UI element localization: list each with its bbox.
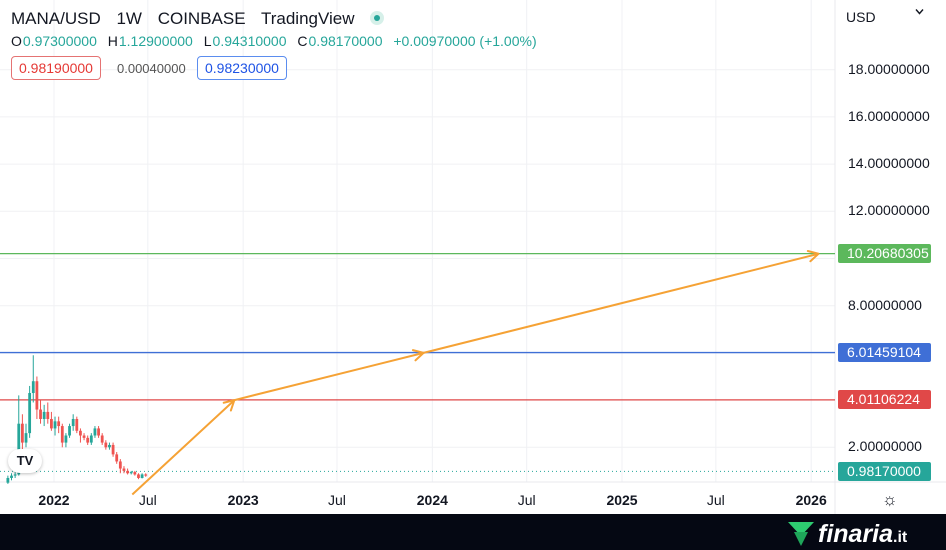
- candle-body: [126, 470, 129, 474]
- candle-body: [42, 411, 46, 419]
- candle-body: [71, 418, 75, 427]
- candle-body: [6, 477, 10, 483]
- change-value: +0.00970000 (+1.00%): [393, 33, 537, 49]
- y-tick-label: 18.00000000: [848, 60, 930, 77]
- ohlc-readout: O0.97300000 H1.12900000 L0.94310000 C0.9…: [11, 33, 544, 49]
- x-tick-label: Jul: [328, 492, 346, 508]
- candle-body: [60, 426, 64, 443]
- finaria-logo-icon: [788, 522, 814, 546]
- candle-body: [133, 472, 137, 475]
- y-tick-label: 12.00000000: [848, 202, 930, 219]
- projection-path: [131, 252, 819, 496]
- open-key: O: [11, 33, 22, 49]
- chart-plot[interactable]: [0, 0, 946, 514]
- y-tick-label: 2.00000000: [848, 438, 922, 455]
- candle-body: [86, 437, 90, 443]
- candle-body: [144, 474, 148, 476]
- x-tick-label: Jul: [517, 492, 536, 508]
- brand-name: finaria: [818, 520, 894, 548]
- live-status-icon: [370, 11, 385, 25]
- arrow-head: [411, 349, 425, 362]
- sell-price-button[interactable]: 0.98190000: [11, 56, 101, 80]
- symbol-label[interactable]: MANA/USD: [11, 9, 101, 28]
- candle-body: [24, 433, 28, 443]
- low-value: 0.94310000: [212, 33, 287, 49]
- candle-body: [108, 444, 111, 448]
- candle-body: [20, 423, 24, 443]
- candle-body: [13, 474, 17, 476]
- level-tag-red: 4.01106224: [838, 390, 931, 410]
- x-tick-label: 2025: [606, 492, 638, 508]
- level-tag-green: 10.20680305: [838, 244, 931, 264]
- buy-price-button[interactable]: 0.98230000: [197, 56, 287, 80]
- candle-body: [50, 418, 53, 429]
- candle-body: [137, 474, 140, 478]
- candle-body: [115, 454, 119, 462]
- candle-body: [93, 428, 97, 436]
- interval-label[interactable]: 1W: [116, 9, 142, 28]
- candle-body: [82, 435, 86, 438]
- tradingview-logo-icon[interactable]: TV: [8, 449, 42, 473]
- candle-body: [89, 435, 93, 443]
- chevron-down-icon[interactable]: [915, 7, 924, 16]
- x-tick-label: 2022: [38, 492, 70, 508]
- candle-body: [79, 430, 82, 436]
- candle-body: [111, 444, 115, 455]
- candle-body: [97, 428, 100, 436]
- candle-body: [75, 418, 79, 431]
- gear-icon[interactable]: ☼: [882, 490, 898, 509]
- close-value: 0.98170000: [308, 33, 383, 49]
- candle-body: [57, 421, 61, 427]
- y-tick-label: 14.00000000: [848, 155, 930, 172]
- x-tick-label: Jul: [706, 492, 725, 508]
- open-value: 0.97300000: [22, 33, 97, 49]
- exchange-label: COINBASE: [157, 9, 246, 28]
- current-price-tag: 0.98170000: [838, 461, 931, 481]
- candle-body: [64, 435, 68, 443]
- candle-body: [100, 435, 104, 443]
- currency-selector[interactable]: USD: [846, 9, 876, 25]
- candle-body: [10, 475, 13, 478]
- chart-header: MANA/USD 1W COINBASE TradingView: [11, 9, 395, 29]
- arrow-head: [222, 399, 236, 412]
- y-tick-label: 16.00000000: [848, 107, 930, 124]
- candle-body: [28, 393, 32, 434]
- spread-value: 0.00040000: [117, 61, 186, 76]
- source-label: TradingView: [260, 9, 355, 28]
- candle-body: [68, 426, 71, 436]
- footer-bar: [0, 514, 946, 550]
- y-tick-label: 8.00000000: [848, 296, 922, 313]
- x-tick-label: Jul: [138, 492, 157, 508]
- high-value: 1.12900000: [118, 33, 193, 49]
- x-tick-label: 2024: [416, 492, 448, 508]
- x-tick-label: 2023: [227, 492, 259, 508]
- finaria-brand: finaria.it: [818, 520, 907, 549]
- x-tick-label: 2026: [795, 492, 827, 508]
- candle-body: [104, 442, 108, 448]
- candle-body: [53, 421, 57, 429]
- candle-body: [35, 381, 39, 410]
- candle-body: [39, 409, 42, 419]
- candle-body: [122, 468, 126, 471]
- level-tag-blue: 6.01459104: [838, 343, 931, 363]
- high-key: H: [107, 33, 118, 49]
- candle-body: [140, 474, 144, 478]
- candle-body: [118, 461, 122, 469]
- candle-body: [46, 411, 50, 419]
- candle-body: [129, 472, 133, 474]
- candle-body: [31, 381, 35, 394]
- arrow-head: [806, 250, 820, 263]
- low-key: L: [203, 33, 212, 49]
- brand-suffix: .it: [893, 529, 908, 546]
- close-key: C: [297, 33, 308, 49]
